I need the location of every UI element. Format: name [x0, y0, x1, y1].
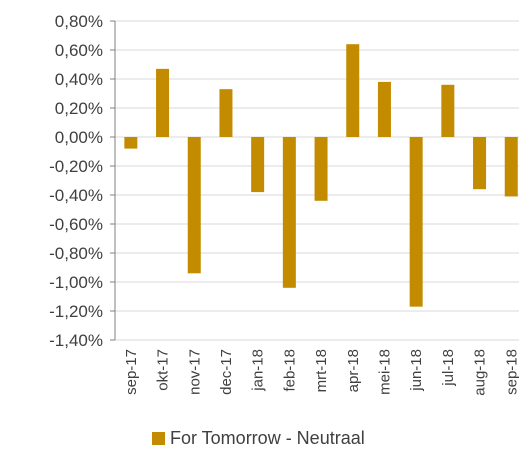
y-tick-label: -1,00% [49, 273, 103, 292]
bar-feb-18 [282, 137, 296, 288]
x-tick-label: sep-17 [123, 349, 140, 395]
y-tick-label: -0,20% [49, 157, 103, 176]
x-tick-label: jul-18 [440, 349, 457, 387]
bar-mei-18 [377, 81, 391, 137]
x-tick-label: nov-17 [186, 349, 203, 395]
legend: For Tomorrow - Neutraal [152, 427, 365, 449]
y-tick-label: -0,60% [49, 215, 103, 234]
x-tick-label: mrt-18 [313, 349, 330, 392]
x-tick-label: sep-18 [503, 349, 519, 395]
y-tick-label: 0,00% [55, 128, 103, 147]
y-tick-label: -0,80% [49, 244, 103, 263]
bar-aug-18 [473, 137, 487, 190]
x-tick-label: dec-17 [218, 349, 235, 395]
bar-okt-17 [156, 68, 170, 137]
x-tick-label: jun-18 [408, 349, 425, 392]
bar-jul-18 [441, 84, 455, 137]
bar-mrt-18 [314, 137, 328, 201]
bar-sep-18 [504, 137, 518, 197]
legend-swatch [152, 431, 165, 445]
y-tick-label: 0,40% [55, 70, 103, 89]
y-tick-label: -0,40% [49, 186, 103, 205]
bar-jun-18 [409, 137, 423, 307]
y-axis-ticks: 0,80% 0,60% 0,40% 0,20% 0,00% -0,20% -0,40% -0,… [49, 12, 115, 350]
y-tick-label: 0,80% [55, 12, 103, 31]
bar-jan-18 [251, 137, 265, 193]
x-tick-label: feb-18 [281, 349, 298, 392]
bars [124, 44, 518, 307]
y-tick-label: -1,20% [49, 302, 103, 321]
x-tick-label: jan-18 [250, 349, 267, 392]
x-tick-label: aug-18 [472, 349, 489, 396]
y-tick-label: 0,20% [55, 99, 103, 118]
x-axis-ticks: sep-17 okt-17 nov-17 dec-17 jan-18 feb-18 mrt-… [123, 349, 519, 396]
bar-nov-17 [187, 137, 201, 274]
bar-apr-18 [346, 44, 360, 138]
bar-sep-17 [124, 137, 138, 149]
legend-label: For Tomorrow - Neutraal [170, 427, 365, 448]
y-tick-label: -1,40% [49, 331, 103, 350]
x-tick-label: okt-17 [155, 349, 172, 391]
x-tick-label: mei-18 [376, 349, 393, 395]
y-tick-label: 0,60% [55, 41, 103, 60]
x-tick-label: apr-18 [345, 349, 362, 392]
bar-dec-17 [219, 89, 233, 137]
